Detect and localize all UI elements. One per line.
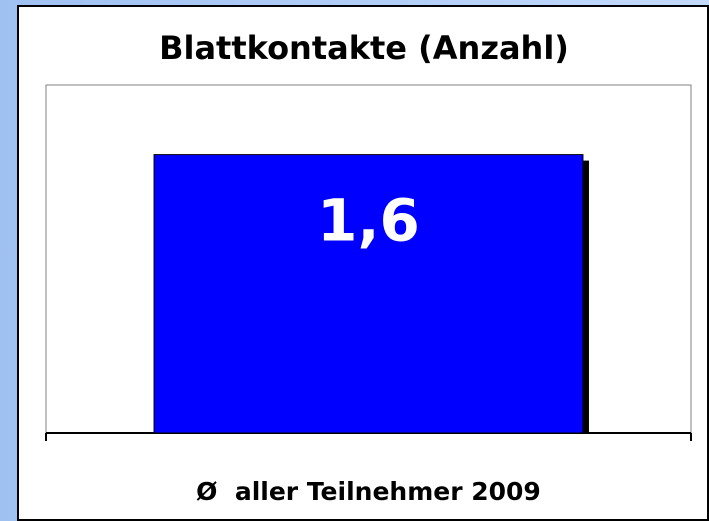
bar bbox=[153, 154, 584, 434]
chart-title: Blattkontakte (Anzahl) bbox=[159, 29, 569, 67]
x-tick-label: Ø aller Teilnehmer 2009 bbox=[196, 477, 541, 506]
data-label: 1,6 bbox=[317, 187, 420, 255]
